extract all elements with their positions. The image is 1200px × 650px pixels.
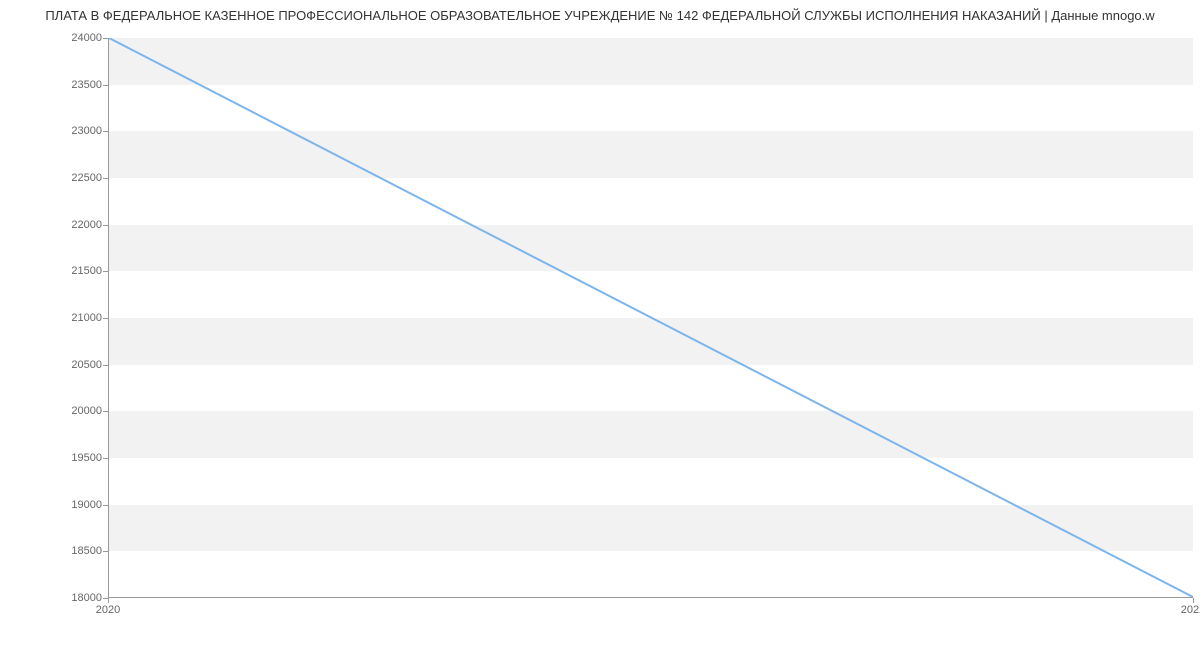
y-tick-mark xyxy=(103,38,108,39)
grid-band xyxy=(109,411,1193,458)
plot-area xyxy=(108,38,1193,598)
x-tick-label: 2022 xyxy=(1181,604,1200,616)
y-tick-label: 18500 xyxy=(71,545,102,557)
grid-band xyxy=(109,131,1193,178)
y-tick-label: 23500 xyxy=(71,79,102,91)
grid-band xyxy=(109,38,1193,85)
y-tick-label: 23000 xyxy=(71,125,102,137)
y-tick-label: 21500 xyxy=(71,265,102,277)
y-tick-mark xyxy=(103,551,108,552)
grid-band xyxy=(109,505,1193,552)
y-tick-label: 22500 xyxy=(71,172,102,184)
y-tick-mark xyxy=(103,505,108,506)
x-tick-label: 2020 xyxy=(96,604,120,616)
y-tick-mark xyxy=(103,225,108,226)
y-tick-mark xyxy=(103,411,108,412)
y-tick-label: 22000 xyxy=(71,219,102,231)
chart-title: ПЛАТА В ФЕДЕРАЛЬНОЕ КАЗЕННОЕ ПРОФЕССИОНА… xyxy=(0,8,1200,23)
y-tick-mark xyxy=(103,271,108,272)
y-tick-mark xyxy=(103,131,108,132)
chart-container: ПЛАТА В ФЕДЕРАЛЬНОЕ КАЗЕННОЕ ПРОФЕССИОНА… xyxy=(0,0,1200,650)
grid-band xyxy=(109,225,1193,272)
y-tick-mark xyxy=(103,85,108,86)
grid-band xyxy=(109,318,1193,365)
x-tick-mark xyxy=(1193,598,1194,603)
y-tick-label: 18000 xyxy=(71,592,102,604)
y-tick-label: 20000 xyxy=(71,405,102,417)
y-tick-mark xyxy=(103,365,108,366)
x-tick-mark xyxy=(108,598,109,603)
y-tick-label: 20500 xyxy=(71,359,102,371)
y-tick-mark xyxy=(103,318,108,319)
y-tick-label: 19500 xyxy=(71,452,102,464)
y-tick-label: 19000 xyxy=(71,499,102,511)
y-tick-mark xyxy=(103,458,108,459)
y-tick-mark xyxy=(103,178,108,179)
y-tick-label: 24000 xyxy=(71,32,102,44)
y-tick-label: 21000 xyxy=(71,312,102,324)
